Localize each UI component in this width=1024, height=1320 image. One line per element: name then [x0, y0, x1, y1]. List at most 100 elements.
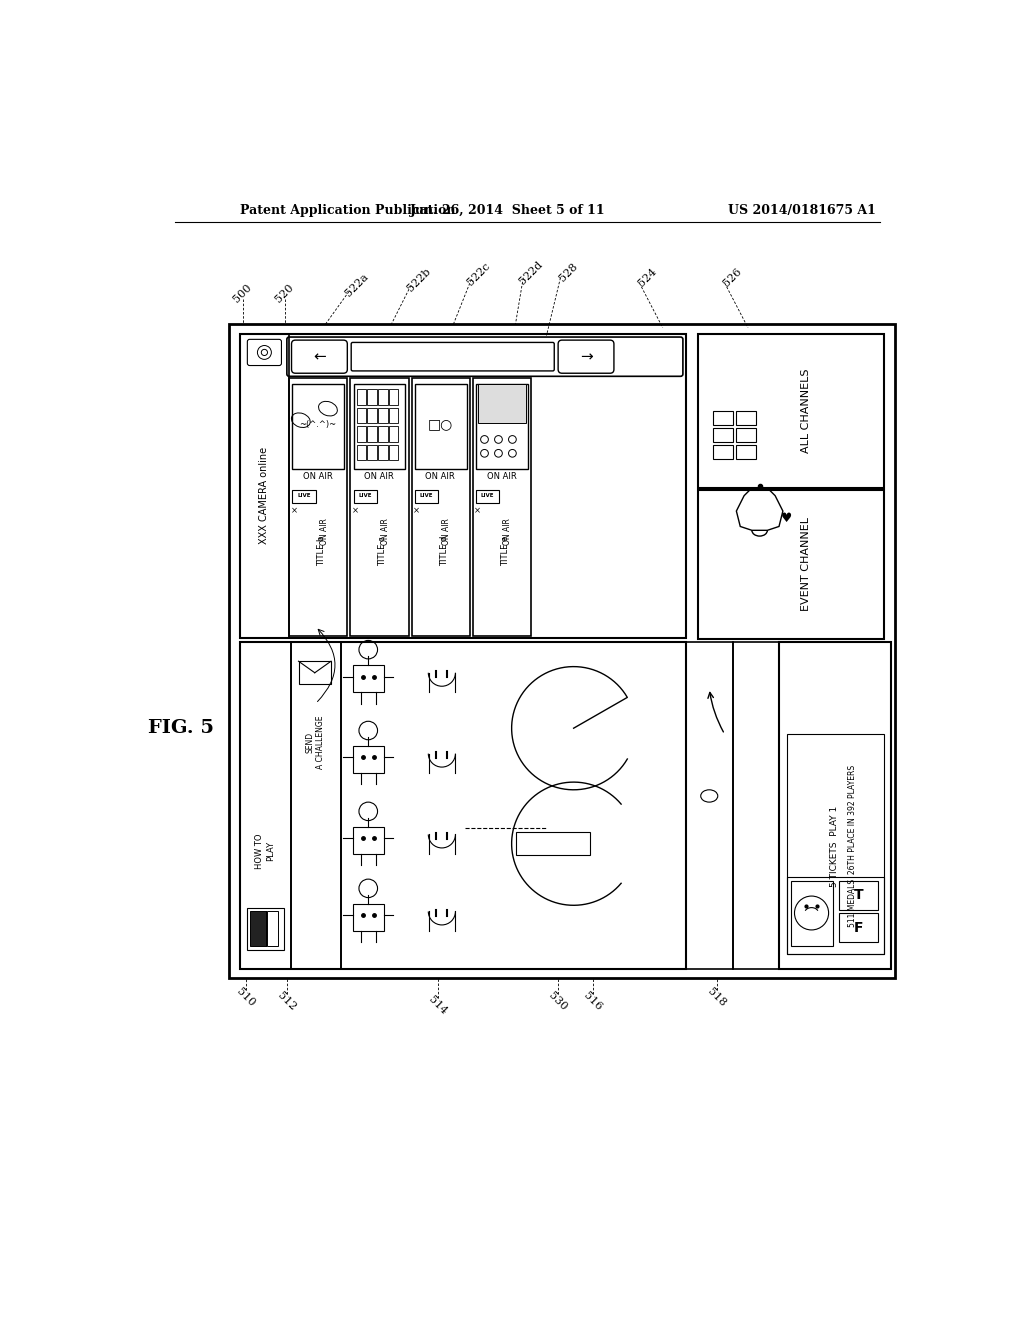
Bar	[732, 642, 779, 969]
Text: TITLE b: TITLE b	[317, 536, 327, 566]
Text: ←: ←	[313, 350, 326, 364]
Bar	[378, 426, 388, 442]
Bar	[791, 880, 834, 946]
Bar	[368, 408, 377, 424]
Bar	[389, 408, 398, 424]
Text: ×: ×	[413, 507, 420, 516]
Bar	[241, 642, 291, 969]
Text: Jun. 26, 2014  Sheet 5 of 11: Jun. 26, 2014 Sheet 5 of 11	[410, 205, 605, 218]
Text: ×: ×	[474, 507, 481, 516]
Text: TITLE d: TITLE d	[439, 536, 449, 566]
Text: 528: 528	[557, 261, 580, 284]
Bar	[378, 408, 388, 424]
Bar	[736, 445, 756, 459]
Bar	[289, 378, 347, 636]
Text: SEND
A CHALLENGE: SEND A CHALLENGE	[306, 715, 326, 768]
Text: 526: 526	[721, 267, 743, 289]
Text: 524: 524	[636, 267, 658, 289]
Text: 530: 530	[547, 990, 569, 1012]
Text: TITLE e: TITLE e	[501, 536, 510, 566]
Bar	[476, 384, 528, 469]
Bar	[247, 908, 284, 950]
Bar	[840, 913, 879, 942]
Bar	[476, 490, 500, 503]
Bar	[389, 389, 398, 405]
Text: LIVE: LIVE	[481, 494, 495, 498]
Bar	[341, 642, 686, 969]
Bar	[713, 411, 732, 425]
Bar	[241, 334, 289, 638]
Bar	[368, 426, 377, 442]
Bar	[356, 445, 366, 461]
Bar	[266, 911, 278, 946]
Bar	[251, 911, 266, 946]
Bar	[736, 411, 756, 425]
Text: 520: 520	[273, 282, 296, 304]
Text: 5 TICKETS  PLAY 1: 5 TICKETS PLAY 1	[830, 805, 840, 887]
Bar	[736, 428, 756, 442]
Bar	[779, 642, 891, 969]
Text: FIG. 5: FIG. 5	[147, 719, 214, 737]
Text: ON AIR: ON AIR	[365, 473, 394, 480]
Text: 522b: 522b	[406, 267, 432, 293]
Text: ON AIR: ON AIR	[381, 519, 390, 545]
Text: 514: 514	[427, 994, 450, 1016]
Bar	[292, 490, 315, 503]
Text: LIVE: LIVE	[358, 494, 372, 498]
Bar	[291, 642, 341, 969]
Bar	[352, 665, 384, 692]
Bar	[241, 642, 686, 969]
Text: Patent Application Publication: Patent Application Publication	[241, 205, 456, 218]
Text: LIVE: LIVE	[297, 494, 310, 498]
Text: 518: 518	[706, 986, 728, 1008]
Text: 512: 512	[275, 990, 298, 1012]
Text: LIVE: LIVE	[420, 494, 433, 498]
Bar	[389, 445, 398, 461]
Text: EVENT CHANNEL: EVENT CHANNEL	[801, 517, 811, 611]
Text: US 2014/0181675 A1: US 2014/0181675 A1	[728, 205, 877, 218]
Text: ×: ×	[351, 507, 358, 516]
Text: ON AIR: ON AIR	[486, 473, 516, 480]
Text: ON AIR: ON AIR	[442, 519, 451, 545]
Bar	[697, 334, 884, 488]
Bar	[292, 384, 344, 469]
Bar	[352, 746, 384, 774]
Bar	[378, 389, 388, 405]
Bar	[356, 389, 366, 405]
Text: ON AIR: ON AIR	[503, 519, 512, 545]
Bar	[686, 642, 732, 969]
Bar	[713, 445, 732, 459]
Text: ON AIR: ON AIR	[319, 519, 329, 545]
Text: ~(^.^)~: ~(^.^)~	[299, 420, 337, 429]
Text: 510: 510	[234, 986, 257, 1008]
Text: ON AIR: ON AIR	[425, 473, 456, 480]
Bar	[353, 384, 406, 469]
Bar	[477, 384, 526, 422]
Text: ×: ×	[291, 507, 297, 516]
Text: TITLE c: TITLE c	[379, 536, 387, 566]
Bar	[368, 445, 377, 461]
Text: ALL CHANNELS: ALL CHANNELS	[801, 368, 811, 453]
Bar	[697, 490, 884, 639]
Bar	[378, 445, 388, 461]
Bar	[415, 384, 467, 469]
Bar	[412, 378, 470, 636]
Text: ♥: ♥	[781, 512, 793, 525]
Bar	[353, 490, 377, 503]
Bar	[713, 428, 732, 442]
Text: XXX CAMERA online: XXX CAMERA online	[259, 447, 269, 544]
Text: 522c: 522c	[466, 260, 493, 288]
Bar	[515, 832, 590, 855]
Bar	[299, 661, 331, 684]
Bar	[356, 408, 366, 424]
Bar	[786, 734, 884, 954]
Bar	[350, 378, 409, 636]
Text: 500: 500	[231, 282, 254, 304]
Bar	[228, 323, 895, 978]
Text: HOW TO
PLAY: HOW TO PLAY	[255, 834, 274, 869]
Text: 522d: 522d	[517, 259, 545, 286]
Text: F: F	[854, 920, 863, 935]
Text: ON AIR: ON AIR	[303, 473, 333, 480]
Bar	[415, 490, 438, 503]
Bar	[389, 426, 398, 442]
